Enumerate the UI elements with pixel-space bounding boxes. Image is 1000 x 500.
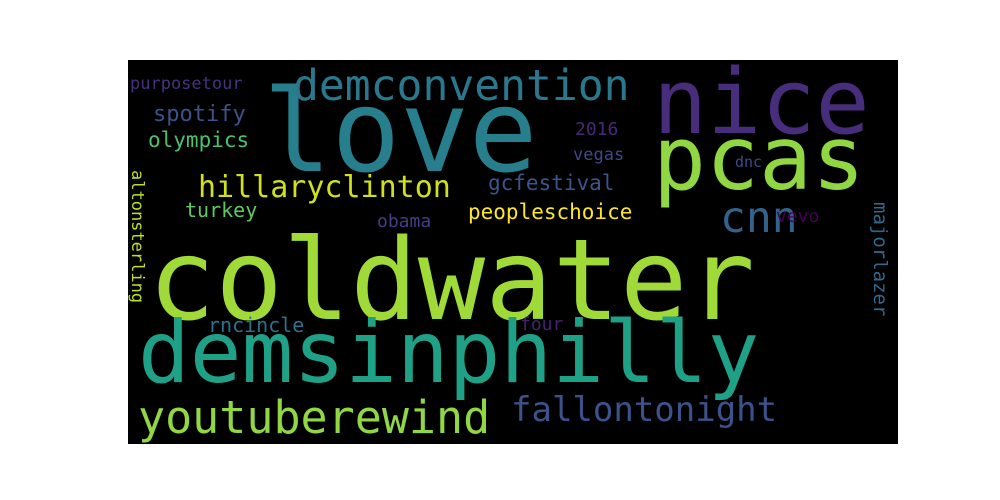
word-altonsterling: altonsterling xyxy=(128,170,147,304)
word-demconvention: demconvention xyxy=(293,61,630,111)
word-demsinphilly: demsinphilly xyxy=(138,303,760,403)
word-turkey: turkey xyxy=(185,198,258,222)
word-spotify: spotify xyxy=(153,102,246,127)
word-nice: nice xyxy=(653,60,870,155)
word-fallontonight: fallontonight xyxy=(511,390,778,430)
word-rncincle: rncincle xyxy=(208,313,305,337)
word-youtuberewind: youtuberewind xyxy=(138,391,491,444)
word-vevo: vevo xyxy=(776,206,820,227)
word-dnc: dnc xyxy=(735,153,763,171)
word-purposetour: purposetour xyxy=(130,74,243,94)
word-majorlazer: majorlazer xyxy=(869,202,891,317)
word-hillaryclinton: hillaryclinton xyxy=(198,170,451,205)
word-four: four xyxy=(520,314,564,335)
word-vegas: vegas xyxy=(573,145,625,165)
word-olympics: olympics xyxy=(148,128,250,152)
word-cnn: cnn xyxy=(720,193,798,243)
word-cloud: coldwater demsinphilly love nice pcas de… xyxy=(128,60,898,444)
word-2016: 2016 xyxy=(575,119,619,140)
word-love: love xyxy=(263,65,538,198)
word-peopleschoice: peopleschoice xyxy=(468,200,633,224)
word-coldwater: coldwater xyxy=(148,216,755,346)
word-gcfestival: gcfestival xyxy=(488,171,615,195)
word-pcas: pcas xyxy=(653,107,865,210)
word-obama: obama xyxy=(377,211,432,232)
